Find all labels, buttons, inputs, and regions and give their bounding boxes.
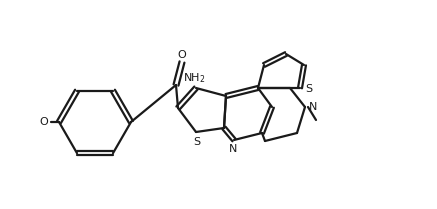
Text: N: N	[309, 102, 317, 112]
Text: N: N	[229, 144, 237, 154]
Text: O: O	[177, 50, 186, 60]
Text: S: S	[194, 137, 201, 147]
Text: S: S	[305, 84, 312, 94]
Text: NH$_2$: NH$_2$	[183, 71, 205, 85]
Text: O: O	[40, 117, 49, 127]
